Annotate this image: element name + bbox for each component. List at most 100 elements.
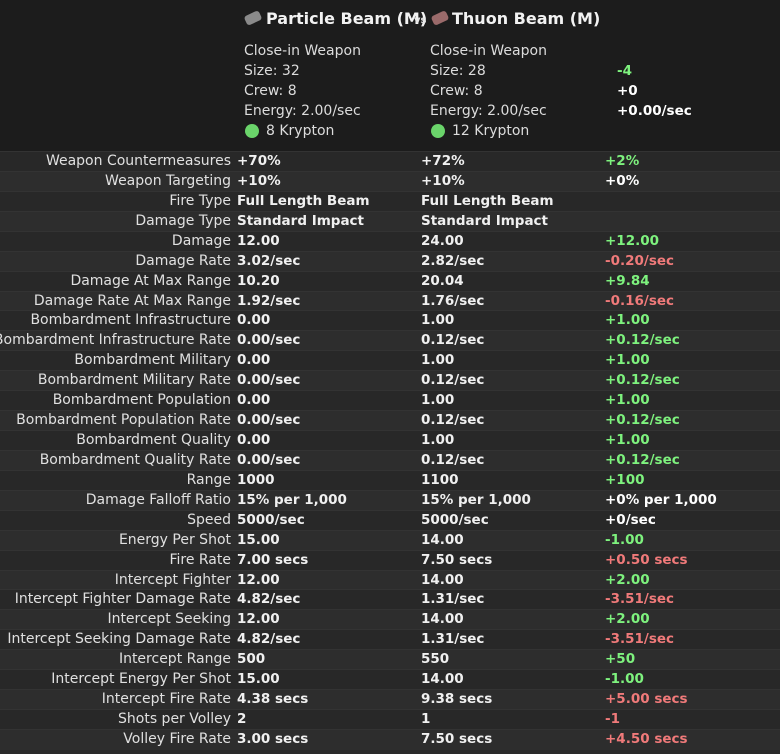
table-row: Fire Type Full Length Beam Full Length Bea… [0,190,780,212]
stat-label: Bombardment Military Rate [37,372,231,389]
table-row: Intercept Range 500 550 +50 [0,649,780,671]
stat-label: Damage Type [135,212,231,229]
stat-label: Damage Falloff Ratio [85,491,231,508]
value-diff: +0% per 1,000 [605,491,717,508]
value-left: 12.00 [237,611,280,628]
stat-label: Intercept Fire Rate [101,691,231,708]
value-left: 0.00/sec [237,332,301,349]
table-row: Damage At Max Range 10.20 20.04 +9.84 [0,270,780,292]
value-right: 1.31/sec [421,591,485,608]
value-right: 14.00 [421,611,464,628]
value-diff: +1.00 [605,432,650,449]
value-diff: +0.12/sec [605,372,680,389]
value-diff: +4.50 secs [605,730,688,747]
value-diff: +1.00 [605,392,650,409]
table-row: Weapon Countermeasures +70% +72% +2% [0,151,780,172]
value-right: 0.12/sec [421,332,485,349]
value-left: 4.38 secs [237,691,309,708]
stat-label: Damage [171,232,231,249]
stat-label: Bombardment Population Rate [16,412,231,429]
value-diff: -3.51/sec [605,591,675,608]
value-right: Standard Impact [421,212,549,229]
stat-label: Bombardment Military [74,352,231,369]
value-left: 5000/sec [237,511,305,528]
value-left: 1.92/sec [237,292,301,309]
value-right: 14.00 [421,571,464,588]
value-diff: -0.16/sec [605,292,675,309]
table-row: Bombardment Infrastructure Rate 0.00/sec 0… [0,330,780,352]
value-left: 7.00 secs [237,551,309,568]
stat-label: Weapon Targeting [105,172,231,189]
value-left: 0.00/sec [237,451,301,468]
value-right: Full Length Beam [421,192,554,209]
value-left: 15% per 1,000 [237,491,347,508]
table-row: Bombardment Quality 0.00 1.00 +1.00 [0,430,780,452]
value-left: 15.00 [237,671,280,688]
value-right: +10% [421,172,465,189]
stat-label: Range [186,471,231,488]
value-diff: +12.00 [605,232,660,249]
stat-label: Bombardment Population [52,392,231,409]
weapon-icon [430,10,450,26]
value-diff: +5.00 secs [605,691,688,708]
value-left: 4.82/sec [237,631,301,648]
stat-label: Intercept Energy Per Shot [51,671,231,688]
table-row: Energy Per Shot 15.00 14.00 -1.00 [0,529,780,551]
value-right: 0.12/sec [421,372,485,389]
value-diff: +0/sec [605,511,656,528]
table-row: Intercept Fighter Damage Rate 4.82/sec 1.3… [0,589,780,611]
value-left: 10.20 [237,272,280,289]
stat-label: Energy Per Shot [118,531,231,548]
info: Close-in Weapon [244,43,361,59]
weapon-icon [243,10,263,26]
info: Size: 32 [244,63,300,79]
value-left: 0.00/sec [237,412,301,429]
value-left: +10% [237,172,281,189]
stat-label: Bombardment Infrastructure [30,312,231,329]
value-right: 7.50 secs [421,551,493,568]
value-left: 12.00 [237,232,280,249]
stat-label: Intercept Range [118,651,231,668]
value-right: 2.82/sec [421,252,485,269]
stat-label: Volley Fire Rate [123,730,231,747]
value-left: 4.82/sec [237,591,301,608]
stat-label: Speed [187,511,231,528]
value-left: 0.00 [237,392,271,409]
table-row: Intercept Seeking 12.00 14.00 +2.00 [0,609,780,631]
value-diff: +0% [605,172,640,189]
diff: -4 [617,63,632,79]
table-row: Weapon Targeting +10% +10% +0% [0,170,780,192]
stats-table: Weapon Countermeasures +70% +72% +2% Weapon … [0,151,780,754]
value-diff: +9.84 [605,272,650,289]
stat-label: Shots per Volley [118,711,231,728]
value-left: +70% [237,153,281,169]
value-right: 7.50 secs [421,730,493,747]
value-diff: +50 [605,651,636,668]
info: Crew: 8 [430,83,483,99]
table-row: Bombardment Infrastructure 0.00 1.00 +1.00 [0,310,780,332]
stat-label: Bombardment Quality [76,432,231,449]
stat-label: Damage Rate At Max Range [33,292,231,309]
value-left: 12.00 [237,571,280,588]
value-right: 0.12/sec [421,412,485,429]
table-row: Damage Rate At Max Range 1.92/sec 1.76/sec… [0,290,780,312]
value-diff: +100 [605,471,645,488]
table-row: Intercept Seeking Damage Rate 4.82/sec 1.3… [0,629,780,651]
value-diff: -1.00 [605,671,644,688]
stat-label: Damage At Max Range [70,272,231,289]
value-right: 1.00 [421,312,455,329]
stat-label: Bombardment Quality Rate [39,451,231,468]
table-row: Bombardment Population 0.00 1.00 +1.00 [0,390,780,412]
value-right: 20.04 [421,272,464,289]
value-left: 2 [237,711,247,728]
value-diff: -3.51/sec [605,631,675,648]
value-diff: +1.00 [605,352,650,369]
table-row: Intercept Fire Rate 4.38 secs 9.38 secs +5.… [0,689,780,711]
value-diff: +1.00 [605,312,650,329]
resource-icon [431,124,445,138]
stat-label: Bombardment Infrastructure Rate [0,332,231,349]
value-right: 1.00 [421,432,455,449]
value-right: 14.00 [421,531,464,548]
value-diff: +2% [605,153,640,169]
